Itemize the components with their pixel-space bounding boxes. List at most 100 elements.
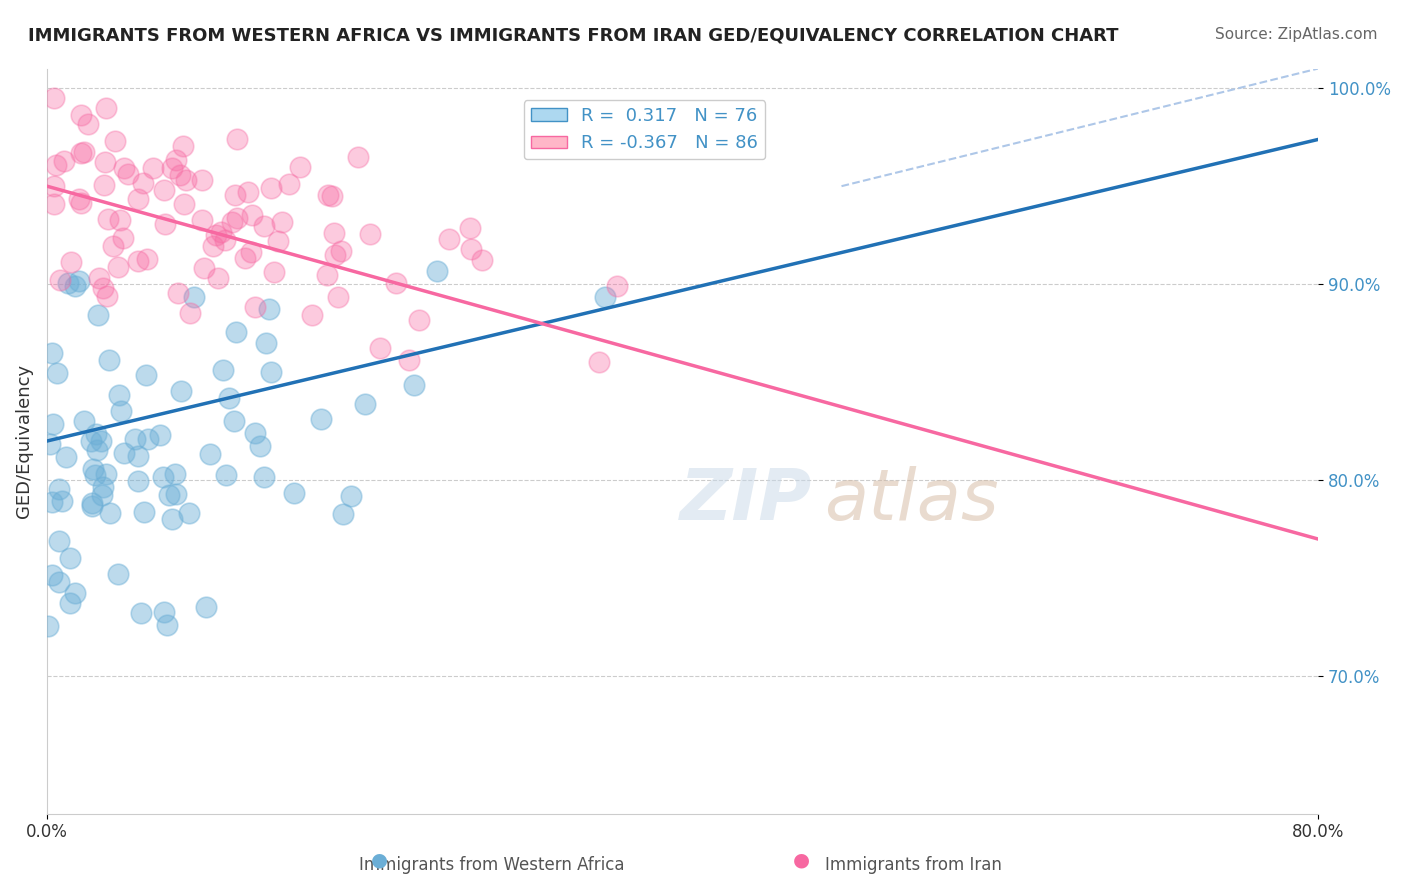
Point (179, 506, 201, 520)
Point (236, 185, 259, 199)
Point (37, 618, 59, 632)
Point (260, 180, 283, 194)
Point (165, 487, 187, 501)
Point (260, 365, 283, 379)
Point (87, 308, 110, 322)
Point (214, 467, 236, 482)
Point (48, 533, 70, 548)
Point (84, 468, 107, 483)
Point (127, 254, 149, 268)
Point (42, 417, 65, 431)
Point (330, 244, 353, 258)
Point (402, 378, 425, 392)
Point (471, 253, 494, 268)
Point (127, 450, 149, 464)
Point (202, 239, 225, 253)
Point (135, 368, 157, 382)
Point (249, 439, 271, 453)
Text: atlas: atlas (824, 467, 998, 535)
Point (167, 285, 190, 300)
Point (112, 161, 135, 175)
Point (160, 161, 183, 175)
Point (77, 117, 100, 131)
Point (157, 488, 180, 502)
Point (82, 496, 104, 510)
Point (595, 290, 617, 304)
Point (110, 403, 132, 417)
Point (41, 568, 63, 582)
Point (96, 101, 118, 115)
Point (309, 411, 332, 425)
Point (80, 500, 103, 514)
Point (70, 145, 93, 160)
Point (59, 550, 82, 565)
Point (38, 436, 60, 450)
Point (42, 91, 65, 105)
Point (283, 485, 305, 500)
Point (80, 434, 103, 449)
Point (588, 355, 610, 369)
Point (98, 507, 121, 521)
Point (129, 606, 152, 620)
Point (226, 132, 249, 146)
Point (48, 483, 70, 497)
Point (46, 366, 69, 380)
Point (323, 248, 346, 262)
Point (225, 325, 247, 339)
Point (243, 300, 266, 314)
Point (174, 173, 197, 187)
Point (270, 215, 292, 229)
Point (263, 264, 285, 278)
Point (398, 352, 420, 367)
Point (318, 188, 340, 202)
Point (42, 178, 65, 193)
Point (173, 197, 195, 211)
Point (322, 226, 344, 240)
Point (408, 313, 430, 327)
Y-axis label: GED/Equivalency: GED/Equivalency (15, 364, 32, 518)
Point (104, 134, 127, 148)
Point (240, 208, 263, 222)
Point (316, 268, 339, 282)
Point (233, 251, 256, 265)
Point (198, 447, 221, 461)
Point (52, 153, 75, 168)
Point (359, 227, 381, 241)
Point (63, 279, 86, 293)
Point (97, 353, 120, 368)
Point (288, 160, 311, 174)
Point (340, 489, 363, 503)
Point (96, 467, 118, 482)
Point (153, 183, 176, 197)
Point (156, 618, 179, 632)
Point (224, 187, 246, 202)
Point (86, 442, 108, 457)
Text: Immigrants from Iran: Immigrants from Iran (825, 856, 1002, 874)
Point (56, 276, 79, 290)
Point (124, 433, 146, 447)
Point (253, 470, 276, 484)
Point (82, 462, 104, 476)
Point (179, 306, 201, 320)
Point (70, 195, 93, 210)
Point (191, 173, 214, 187)
Point (346, 150, 368, 164)
Point (195, 600, 218, 615)
Point (169, 384, 191, 398)
Point (221, 215, 243, 229)
Point (332, 507, 354, 521)
Point (108, 388, 131, 402)
Point (84, 427, 107, 442)
Point (107, 260, 129, 275)
Point (94, 155, 117, 169)
Point (136, 252, 159, 266)
Point (108, 213, 131, 227)
Point (226, 211, 249, 225)
Point (259, 302, 281, 317)
Point (437, 232, 460, 246)
Point (321, 188, 343, 202)
Point (142, 161, 165, 176)
Point (211, 363, 233, 377)
Point (134, 506, 156, 520)
Point (254, 335, 277, 350)
